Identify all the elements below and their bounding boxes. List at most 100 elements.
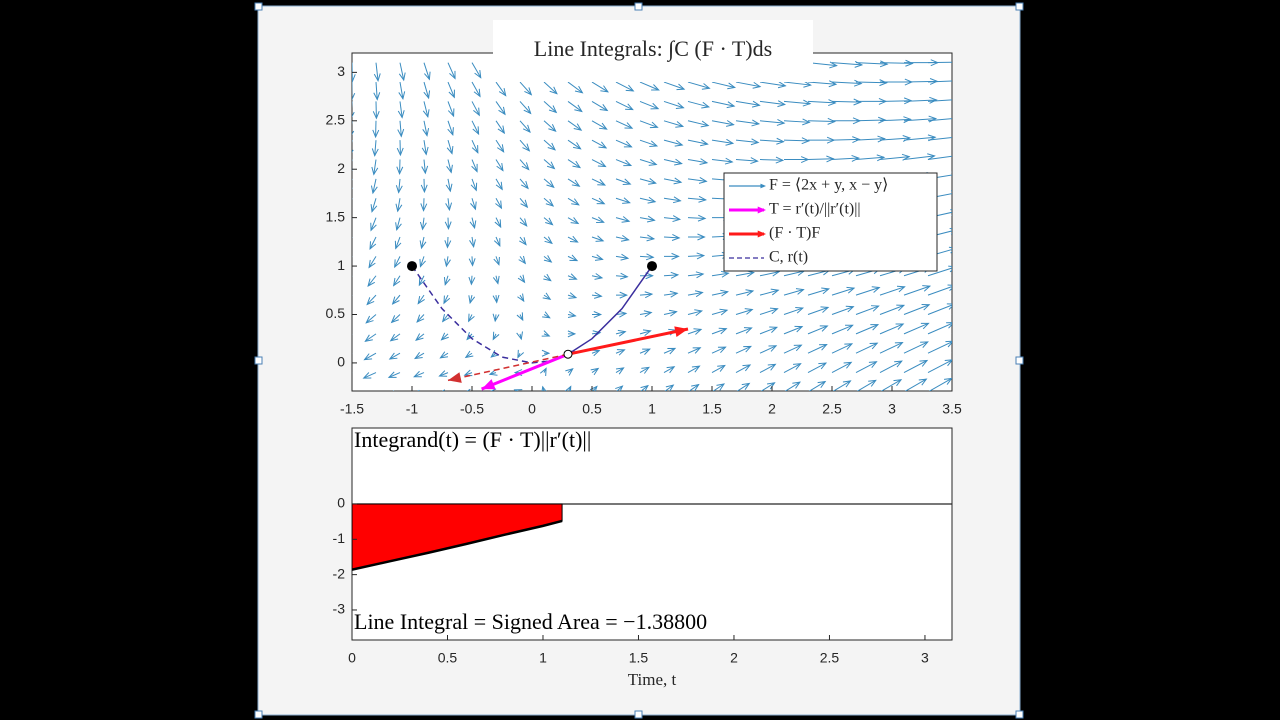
field-arrow-head (593, 291, 603, 299)
field-arrow (904, 378, 927, 391)
endpoint (407, 261, 417, 272)
field-arrow (519, 275, 525, 283)
field-arrow (423, 120, 428, 136)
field-arrow (591, 197, 605, 205)
field-arrow-head (698, 177, 708, 184)
field-arrow (399, 101, 403, 118)
field-arrow (711, 120, 734, 126)
field-arrow-head (803, 80, 812, 88)
field-arrow (543, 275, 552, 282)
field-arrow-head (520, 199, 529, 209)
field-arrow (927, 304, 952, 315)
field-arrow (418, 275, 425, 286)
field-arrow (447, 217, 450, 229)
field-arrow (735, 159, 758, 162)
field-arrow (441, 333, 449, 341)
field-arrow-head (648, 159, 658, 166)
field-arrow (393, 275, 401, 286)
field-arrow-head (544, 236, 553, 245)
field-arrow-head (894, 342, 904, 349)
field-arrow (364, 352, 377, 361)
field-arrow (687, 178, 707, 182)
field-arrow (927, 61, 952, 64)
field-arrow-head (893, 379, 903, 387)
field-arrow-head (818, 362, 828, 370)
field-arrow-head (701, 101, 711, 109)
field-arrow (927, 267, 952, 277)
field-arrow-head (750, 138, 760, 146)
field-arrow-head (497, 144, 505, 153)
field-arrow-head (743, 345, 752, 353)
field-arrow-head (719, 308, 729, 316)
field-arrow-head (446, 145, 454, 155)
field-arrow (807, 344, 827, 354)
field-arrow-head (599, 104, 609, 112)
field-arrow-head (593, 311, 603, 318)
field-arrow-head (424, 71, 431, 81)
field-arrow-head (494, 219, 502, 229)
field-arrow-head (699, 158, 709, 166)
field-arrow-head (827, 117, 836, 125)
field-arrow-head (920, 322, 930, 330)
field-arrow-head (819, 343, 828, 351)
field-arrow-head (646, 215, 656, 223)
x-tick-label: -1.5 (340, 401, 364, 417)
field-arrow-head (493, 256, 500, 266)
field-arrow-head (543, 273, 552, 282)
field-arrow-head (418, 277, 426, 287)
field-arrow (639, 217, 655, 221)
field-arrow-head (565, 368, 574, 376)
field-arrow-head (821, 287, 831, 295)
field-arrow (759, 159, 783, 161)
field-arrow-head (801, 137, 811, 145)
field-arrow (447, 101, 455, 117)
field-arrow-head (366, 297, 375, 306)
field-arrow-head (571, 179, 581, 187)
field-arrow-head (370, 185, 378, 195)
field-arrow (711, 291, 728, 296)
field-arrow-head (672, 215, 682, 223)
field-arrow (615, 178, 631, 185)
field-arrow-head (542, 292, 552, 300)
field-arrow-head (395, 185, 403, 194)
field-arrow (784, 381, 801, 391)
x-tick-label: 3 (921, 650, 929, 666)
field-arrow-head (470, 201, 477, 211)
field-arrow-head (518, 255, 527, 265)
field-arrow (567, 236, 578, 243)
field-arrow-head (770, 288, 780, 296)
field-arrow-head (819, 325, 829, 332)
field-arrow (927, 136, 952, 141)
field-arrow-head (567, 330, 577, 338)
field-arrow (687, 159, 708, 164)
field-arrow-head (398, 72, 406, 82)
handles (254, 2, 1024, 719)
field-arrow (394, 256, 401, 268)
x-tick-label: 1.5 (629, 650, 649, 666)
field-arrow-head (617, 329, 627, 337)
field-arrow (391, 314, 401, 323)
field-arrow-head (879, 60, 889, 68)
field-arrow-head (443, 295, 451, 305)
field-arrow-head (447, 127, 454, 137)
field-arrow (615, 217, 630, 222)
field-arrow (927, 322, 952, 335)
field-arrow (639, 255, 654, 258)
field-arrow (615, 139, 632, 148)
field-arrow (760, 382, 775, 391)
field-arrow-head (368, 259, 376, 269)
field-arrow-head (793, 363, 802, 370)
field-arrow (735, 345, 752, 354)
field-arrow (903, 99, 937, 102)
field-arrow (365, 333, 377, 342)
field-arrow-head (716, 383, 726, 391)
field-arrow (927, 286, 952, 296)
field-arrow-head (416, 314, 425, 323)
field-arrow (879, 304, 905, 315)
field-arrow-head (440, 332, 449, 341)
field-arrow-head (474, 70, 482, 79)
field-arrow (567, 159, 581, 168)
field-arrow (591, 236, 604, 242)
field-arrow-head (693, 328, 703, 335)
